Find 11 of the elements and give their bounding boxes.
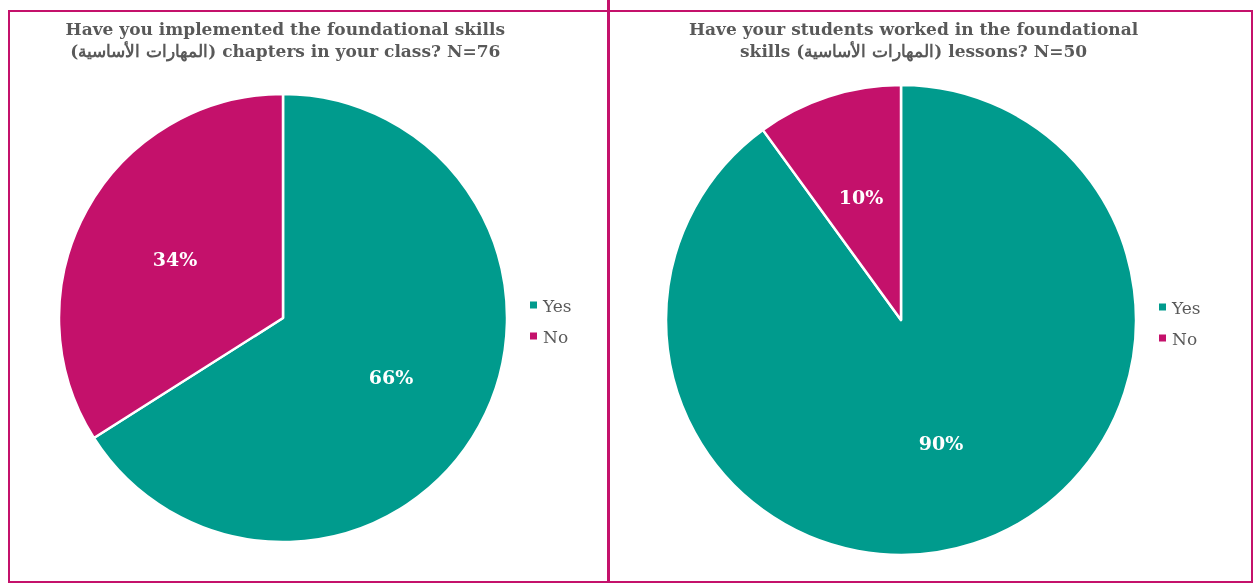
data-label: 10% [838,186,884,209]
pie-slice [664,83,1138,556]
chart-title: Have you implemented the foundational skills (المهارات الأساسية) chapters in your class? N=76 [64,18,506,62]
chart-title: Have your students worked in the foundational skills (المهارات الأساسية) lessons? N=50 [688,18,1140,62]
legend-label: Yes [1171,297,1201,318]
data-label: 34% [152,247,198,270]
legend-label: No [543,326,569,347]
data-label: 66% [368,366,414,389]
legend-label: Yes [542,295,572,316]
legend-label: No [1172,328,1198,349]
data-label: 90% [918,431,964,454]
